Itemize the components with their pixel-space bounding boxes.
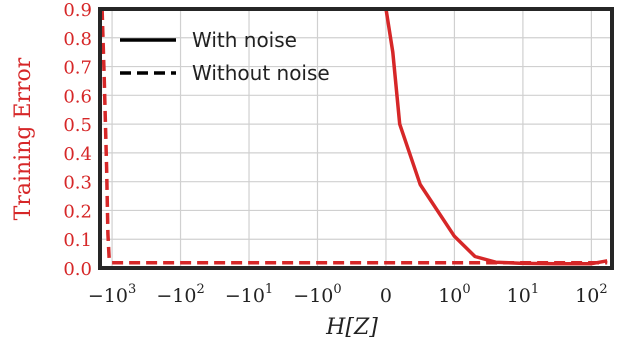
x-tick-label: 102 — [575, 282, 607, 307]
series-line-without-noise — [100, 8, 608, 265]
x-tick-label: −102 — [156, 282, 204, 307]
x-tick-label: −100 — [293, 282, 341, 307]
x-tick-exponent: 2 — [599, 282, 607, 297]
y-tick-label: 0.1 — [63, 230, 92, 251]
x-tick-exponent: 0 — [333, 282, 341, 297]
legend-label-with-noise: With noise — [192, 28, 297, 52]
x-tick-label: 100 — [438, 282, 470, 307]
series-line-with-noise — [384, 8, 608, 266]
x-tick-base: 0 — [380, 285, 392, 307]
x-axis-label: H[Z] — [325, 315, 378, 340]
x-tick-base: 10 — [438, 285, 462, 307]
y-tick-labels: 0.0 0.1 0.2 0.3 0.4 0.5 0.6 0.7 0.8 0.9 — [63, 0, 92, 280]
y-tick-label: 0.7 — [63, 58, 92, 79]
x-tick-base: 10 — [575, 285, 599, 307]
series-lines — [100, 8, 608, 266]
legend: With noise Without noise — [120, 28, 330, 85]
y-tick-label: 0.2 — [63, 201, 92, 222]
y-tick-label: 0.0 — [63, 259, 92, 280]
x-tick-label: −101 — [225, 282, 273, 307]
y-tick-label: 0.5 — [63, 115, 92, 136]
y-tick-label: 0.4 — [63, 144, 92, 165]
x-tick-base: −10 — [293, 285, 333, 307]
x-tick-exponent: 2 — [196, 282, 204, 297]
y-tick-label: 0.6 — [63, 86, 92, 107]
x-tick-exponent: 0 — [462, 282, 470, 297]
x-tick-exponent: 1 — [531, 282, 539, 297]
legend-label-without-noise: Without noise — [192, 61, 330, 85]
x-tick-exponent: 3 — [128, 282, 136, 297]
y-tick-label: 0.3 — [63, 173, 92, 194]
x-tick-label: 101 — [507, 282, 539, 307]
x-tick-labels: −103 −102 −101 −100 0 100 101 102 — [88, 282, 608, 307]
y-tick-label: 0.9 — [63, 0, 92, 21]
x-tick-base: −10 — [156, 285, 196, 307]
x-tick-base: −10 — [88, 285, 128, 307]
y-tick-label: 0.8 — [63, 29, 92, 50]
x-tick-exponent: 1 — [265, 282, 273, 297]
y-axis-label: Training Error — [11, 57, 36, 220]
x-tick-label: −103 — [88, 282, 136, 307]
x-tick-label: 0 — [380, 285, 392, 307]
grid-lines — [100, 8, 612, 269]
x-tick-base: 10 — [507, 285, 531, 307]
x-tick-base: −10 — [225, 285, 265, 307]
plot-frame — [98, 7, 614, 270]
